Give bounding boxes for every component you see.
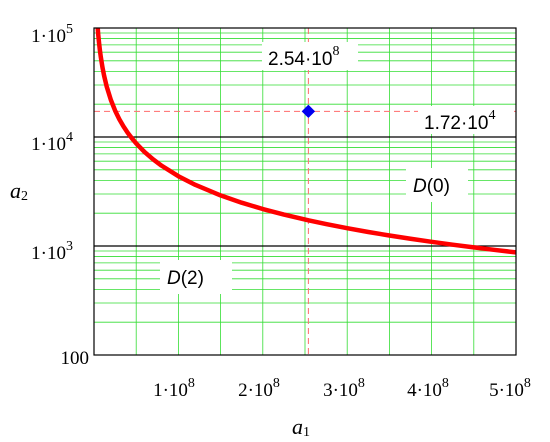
region-label-d2: D(2)	[160, 260, 232, 294]
svg-text:D(2): D(2)	[167, 268, 204, 289]
curve-series	[95, 28, 516, 255]
region-label-d0: D(0)	[406, 168, 468, 202]
svg-text:1.72·104: 1.72·104	[424, 108, 495, 134]
plot-frame	[93, 27, 517, 356]
x-tick-label: 2·108	[238, 376, 280, 401]
y-tick-label: 1·105	[31, 22, 73, 47]
point-x-annotation: 2.54·108	[262, 42, 358, 70]
svg-text:2.54·108: 2.54·108	[268, 44, 339, 70]
x-tick-label: 4·108	[407, 376, 449, 401]
curve-layer	[95, 28, 516, 255]
point-y-annotation: 1.72·104	[418, 106, 514, 134]
x-axis-label: a1	[292, 414, 310, 440]
data-point-marker	[301, 104, 316, 119]
y-axis-label: a2	[10, 178, 28, 204]
x-tick-label: 3·108	[323, 376, 365, 401]
y-tick-label: 100	[61, 348, 90, 369]
point-layer	[301, 104, 316, 119]
x-tick-label: 5·108	[489, 376, 531, 401]
svg-text:D(0): D(0)	[413, 176, 450, 197]
y-tick-label: 1·104	[31, 130, 73, 155]
y-tick-label: 1·103	[31, 239, 73, 264]
x-tick-label: 1·108	[153, 376, 195, 401]
